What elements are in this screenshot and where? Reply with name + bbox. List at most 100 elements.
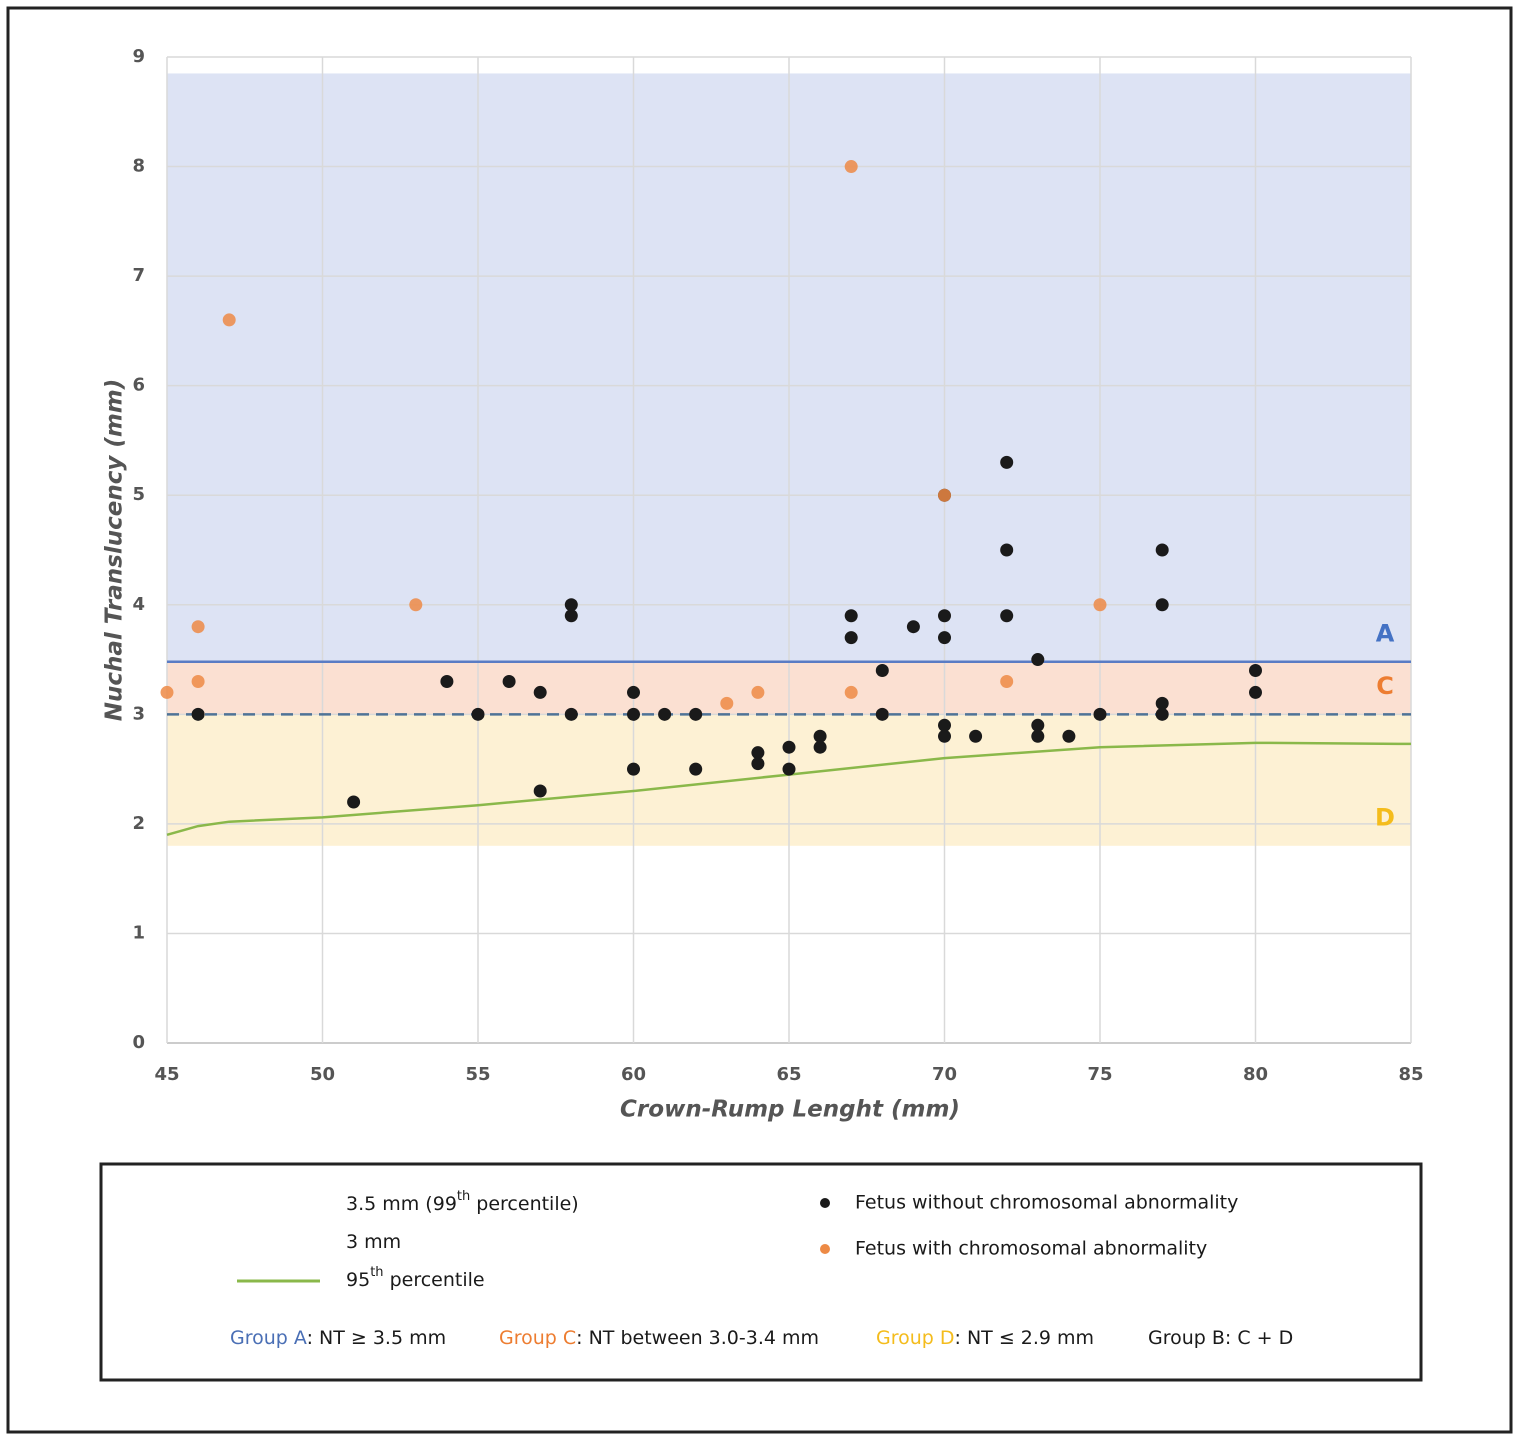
y-tick-label: 6	[132, 375, 145, 396]
y-tick-label: 2	[132, 813, 145, 834]
group-name: Group B	[1148, 1327, 1225, 1349]
x-tick-label: 45	[154, 1064, 179, 1085]
group-definition: Group B: C + D	[1148, 1327, 1293, 1349]
data-point	[938, 718, 951, 732]
x-tick-label: 50	[310, 1064, 335, 1085]
data-point	[938, 609, 951, 623]
y-tick-label: 5	[132, 484, 145, 505]
data-point	[969, 729, 983, 743]
group-text: : NT ≥ 3.5 mm	[307, 1327, 447, 1349]
data-point	[1000, 609, 1014, 623]
data-point	[409, 598, 423, 612]
data-point	[938, 631, 951, 645]
data-point	[1249, 685, 1262, 699]
data-point	[751, 757, 765, 771]
data-point	[782, 762, 796, 776]
y-tick-label: 8	[132, 156, 145, 177]
data-point	[658, 707, 672, 721]
data-point	[844, 631, 858, 645]
data-point	[347, 795, 361, 809]
data-point	[906, 620, 920, 634]
group-name: Group D	[876, 1327, 955, 1349]
data-point	[1155, 696, 1169, 710]
data-point	[689, 707, 703, 721]
data-point	[1031, 718, 1045, 732]
y-tick-label: 9	[132, 46, 145, 67]
data-point	[813, 740, 827, 754]
data-point	[222, 313, 236, 327]
x-tick-label: 65	[776, 1064, 801, 1085]
data-point	[502, 674, 516, 688]
legend-entry: Fetus with chromosomal abnormality	[855, 1238, 1207, 1260]
data-point	[1155, 543, 1169, 557]
x-axis-title: Crown-Rump Lenght (mm)	[620, 1097, 960, 1123]
legend-text: th	[457, 1189, 470, 1204]
data-point	[1155, 598, 1169, 612]
data-point	[720, 696, 734, 710]
legend-box	[99, 1162, 1423, 1382]
x-tick-label: 55	[465, 1064, 490, 1085]
data-point	[751, 746, 765, 760]
data-point	[844, 160, 858, 174]
legend-text: th	[370, 1265, 383, 1280]
data-point	[160, 685, 174, 699]
legend-marker	[820, 1198, 830, 1208]
band-label: D	[1375, 803, 1395, 831]
data-point	[1093, 707, 1107, 721]
data-point	[875, 664, 889, 678]
data-point	[440, 674, 454, 688]
y-tick-label: 1	[132, 922, 145, 943]
data-point	[533, 784, 547, 798]
x-tick-label: 85	[1398, 1064, 1423, 1085]
y-tick-label: 0	[132, 1032, 145, 1053]
group-text: : C + D	[1225, 1327, 1293, 1349]
data-point	[875, 707, 889, 721]
legend-text: 95	[346, 1269, 370, 1291]
y-tick-label: 3	[132, 703, 145, 724]
data-point	[1155, 707, 1169, 721]
data-point	[1000, 455, 1014, 469]
data-point	[471, 707, 485, 721]
data-point	[689, 762, 703, 776]
group-text: : NT between 3.0-3.4 mm	[576, 1327, 819, 1349]
group-name: Group A	[230, 1327, 307, 1349]
legend-text: percentile)	[470, 1193, 578, 1215]
data-point	[1000, 674, 1014, 688]
data-point	[751, 685, 765, 699]
group-definition: Group A: NT ≥ 3.5 mm	[230, 1327, 446, 1349]
legend-entry: Fetus without chromosomal abnormality	[855, 1192, 1238, 1214]
data-point	[782, 740, 796, 754]
y-tick-label: 7	[132, 265, 145, 286]
legend-marker	[820, 1244, 830, 1254]
band-label: C	[1376, 672, 1394, 700]
legend-entry: 95th percentile	[346, 1265, 485, 1291]
data-point	[844, 685, 858, 699]
y-tick-label: 4	[132, 594, 145, 615]
x-tick-label: 70	[932, 1064, 957, 1085]
y-axis-title: Nuchal Translucency (mm)	[102, 379, 128, 722]
data-point	[1000, 543, 1014, 557]
percentile-curve	[166, 741, 1412, 837]
group-definition: Group D: NT ≤ 2.9 mm	[876, 1327, 1094, 1349]
data-point	[1093, 598, 1107, 612]
data-point	[627, 685, 640, 699]
data-point	[938, 729, 951, 743]
data-point	[564, 598, 578, 612]
data-point	[1031, 729, 1045, 743]
legend-text: percentile	[384, 1269, 485, 1291]
group-definition: Group C: NT between 3.0-3.4 mm	[499, 1327, 819, 1349]
legend-text: 3.5 mm (99	[346, 1193, 457, 1215]
legend-entry: 3.5 mm (99th percentile)	[346, 1189, 579, 1215]
legend-entry: 3 mm	[346, 1231, 401, 1253]
data-point	[844, 609, 858, 623]
data-point	[191, 674, 205, 688]
data-point	[564, 707, 578, 721]
frame	[6, 6, 1513, 1434]
data-point	[1031, 653, 1045, 667]
x-tick-label: 80	[1243, 1064, 1268, 1085]
data-point	[191, 620, 205, 634]
x-tick-label: 60	[621, 1064, 646, 1085]
data-point	[1249, 664, 1262, 678]
group-text: : NT ≤ 2.9 mm	[955, 1327, 1095, 1349]
